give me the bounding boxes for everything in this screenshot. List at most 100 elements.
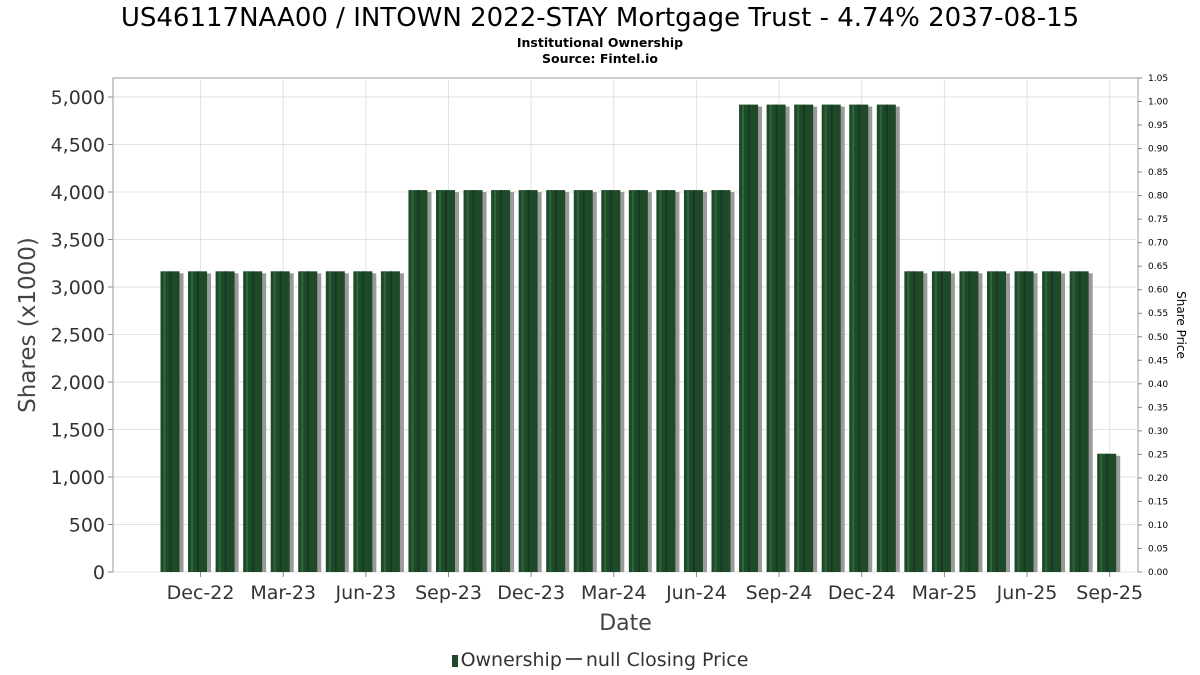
bar-stripe <box>362 271 365 572</box>
chart-title: US46117NAA00 / INTOWN 2022-STAY Mortgage… <box>120 3 1080 33</box>
bar-highlight <box>1072 271 1075 572</box>
y2-tick-label: 0.75 <box>1148 215 1168 225</box>
bar-highlight <box>301 271 304 572</box>
y2-tick-label: 0.20 <box>1148 474 1168 484</box>
bar-stripe <box>1023 271 1026 572</box>
bar-highlight <box>328 271 331 572</box>
x-axis-label: Date <box>599 611 652 636</box>
bar-stripe <box>445 190 447 572</box>
bar-highlight <box>797 104 800 572</box>
bar-highlight <box>411 190 414 572</box>
y-tick-label: 4,000 <box>51 182 105 204</box>
bar-stripe <box>1106 453 1109 572</box>
bar-stripe <box>169 271 172 572</box>
bar-stripe <box>555 190 558 572</box>
y-tick-label: 3,000 <box>51 277 105 299</box>
y-tick-label: 0 <box>93 562 105 584</box>
chart-source: Source: Fintel.io <box>542 51 658 66</box>
y-tick-label: 4,500 <box>51 135 105 157</box>
bar-stripe <box>334 271 337 572</box>
y2-tick-label: 0.95 <box>1148 121 1168 131</box>
x-tick-label: Jun-25 <box>996 582 1058 604</box>
bar-stripe <box>968 271 971 572</box>
bar-highlight <box>439 190 441 572</box>
chart-subtitle: Institutional Ownership <box>516 35 684 50</box>
bar-highlight <box>576 190 579 572</box>
y-tick-label: 2,000 <box>51 372 105 394</box>
bar-highlight <box>246 271 249 572</box>
legend-price-line <box>565 658 582 660</box>
y2-tick-label: 0.90 <box>1148 145 1168 155</box>
y2-tick-label: 0.60 <box>1148 286 1168 296</box>
bar-highlight <box>990 271 992 572</box>
y2-tick-label: 0.30 <box>1148 427 1168 437</box>
bar-highlight <box>659 190 662 572</box>
x-tick-label: Sep-25 <box>1076 582 1143 604</box>
y2-tick-label: 0.15 <box>1148 497 1168 507</box>
legend-ownership-label: Ownership <box>460 649 562 671</box>
bar-highlight <box>494 190 497 572</box>
bar-stripe <box>224 271 227 572</box>
bar-highlight <box>1017 271 1020 572</box>
x-tick-label: Dec-24 <box>828 582 896 604</box>
y2-tick-label: 0.85 <box>1148 168 1168 178</box>
bar-stripe <box>858 104 861 572</box>
y2-tick-label: 0.45 <box>1148 356 1168 366</box>
bar-stripe <box>913 271 916 572</box>
bar-highlight <box>218 271 221 572</box>
legend-price-label: null Closing Price <box>585 649 749 671</box>
bar-highlight <box>742 104 745 572</box>
bar-highlight <box>521 190 524 572</box>
bar-highlight <box>1100 453 1103 572</box>
legend: Ownership null Closing Price <box>0 648 1200 672</box>
y-tick-label: 3,500 <box>51 230 105 252</box>
bar-stripe <box>1051 271 1054 572</box>
y2-tick-label: 0.55 <box>1148 309 1168 319</box>
bar-highlight <box>714 190 717 572</box>
bar-highlight <box>879 104 882 572</box>
bar-highlight <box>934 271 937 572</box>
bar-stripe <box>775 104 778 572</box>
bar-highlight <box>824 104 827 572</box>
y2-tick-label: 0.35 <box>1148 403 1168 413</box>
bar-stripe <box>610 190 613 572</box>
bar-highlight <box>549 190 552 572</box>
y2-tick-label: 0.10 <box>1148 521 1168 531</box>
x-tick-label: Dec-23 <box>497 582 565 604</box>
bar-stripe <box>996 271 998 572</box>
bar-highlight <box>907 271 910 572</box>
y2-tick-label: 0.70 <box>1148 239 1168 249</box>
bar-highlight <box>769 104 772 572</box>
bar-highlight <box>962 271 965 572</box>
bar-highlight <box>1045 271 1048 572</box>
y2-tick-label: 0.25 <box>1148 450 1168 460</box>
bar-highlight <box>631 190 634 572</box>
bar-highlight <box>852 104 855 572</box>
bar-stripe <box>748 104 751 572</box>
bar-stripe <box>197 271 200 572</box>
bar-highlight <box>383 271 386 572</box>
x-tick-label: Mar-24 <box>581 582 647 604</box>
x-tick-label: Mar-25 <box>912 582 978 604</box>
plot-area <box>112 77 1139 573</box>
bar-highlight <box>466 190 469 572</box>
y2-tick-label: 1.05 <box>1148 74 1168 84</box>
x-tick-label: Dec-22 <box>167 582 235 604</box>
bar-highlight <box>356 271 359 572</box>
x-tick-label: Jun-23 <box>334 582 396 604</box>
y-tick-label: 1,000 <box>51 467 105 489</box>
x-tick-label: Jun-24 <box>665 582 727 604</box>
y-tick-label: 5,000 <box>51 87 105 109</box>
bar-stripe <box>417 190 420 572</box>
bar-stripe <box>665 190 668 572</box>
bar-stripe <box>803 104 806 572</box>
bar-stripe <box>389 271 392 572</box>
bar-highlight <box>273 271 276 572</box>
bar-stripe <box>692 190 695 572</box>
bar-stripe <box>940 271 943 572</box>
y2-tick-label: 0.80 <box>1148 192 1168 202</box>
legend-ownership-swatch <box>451 655 458 667</box>
bar-stripe <box>720 190 723 572</box>
bar-stripe <box>252 271 255 572</box>
